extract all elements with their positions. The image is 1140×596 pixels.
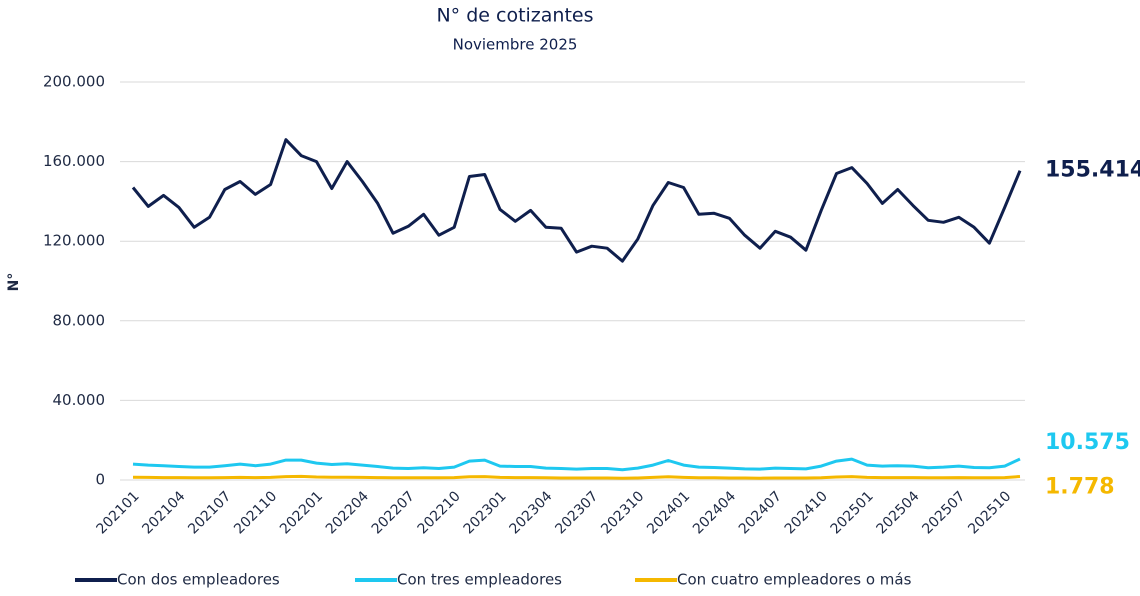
x-tick-label: 202110 — [231, 488, 280, 537]
end-label: 1.778 — [1045, 474, 1115, 499]
x-tick-label: 202507 — [919, 488, 968, 537]
x-tick-label: 202410 — [782, 488, 831, 537]
x-tick-label: 202204 — [323, 488, 372, 537]
y-axis-label: N° — [6, 273, 22, 292]
x-tick-label: 202201 — [277, 488, 326, 537]
x-tick-label: 202104 — [139, 488, 188, 537]
y-tick-label: 80.000 — [53, 311, 106, 329]
legend-label: Con cuatro empleadores o más — [677, 571, 912, 589]
x-tick-label: 202101 — [94, 488, 143, 537]
end-label: 155.414 — [1045, 158, 1140, 183]
y-tick-label: 0 — [95, 471, 105, 489]
x-tick-label: 202304 — [506, 488, 555, 537]
y-tick-label: 200.000 — [43, 73, 105, 91]
x-tick-label: 202404 — [690, 488, 739, 537]
series-line — [131, 138, 1022, 263]
chart-title: N° de cotizantes — [436, 5, 593, 27]
y-tick-label: 120.000 — [43, 232, 105, 250]
x-tick-label: 202307 — [552, 488, 601, 537]
y-tick-label: 40.000 — [53, 391, 106, 409]
end-label: 10.575 — [1045, 430, 1130, 455]
chart-subtitle: Noviembre 2025 — [453, 36, 578, 54]
x-tick-label: 202504 — [873, 488, 922, 537]
legend-label: Con dos empleadores — [117, 571, 280, 589]
x-tick-label: 202510 — [965, 488, 1014, 537]
y-tick-label: 160.000 — [43, 152, 105, 170]
x-tick-label: 202310 — [598, 488, 647, 537]
x-tick-label: 202107 — [185, 488, 234, 537]
x-tick-label: 202501 — [828, 488, 877, 537]
x-tick-label: 202207 — [369, 488, 418, 537]
x-tick-label: 202210 — [415, 488, 464, 537]
series-line — [132, 457, 1021, 472]
x-tick-label: 202401 — [644, 488, 693, 537]
x-tick-label: 202301 — [461, 488, 510, 537]
legend-label: Con tres empleadores — [397, 571, 562, 589]
x-tick-label: 202407 — [736, 488, 785, 537]
series-line — [132, 474, 1021, 480]
